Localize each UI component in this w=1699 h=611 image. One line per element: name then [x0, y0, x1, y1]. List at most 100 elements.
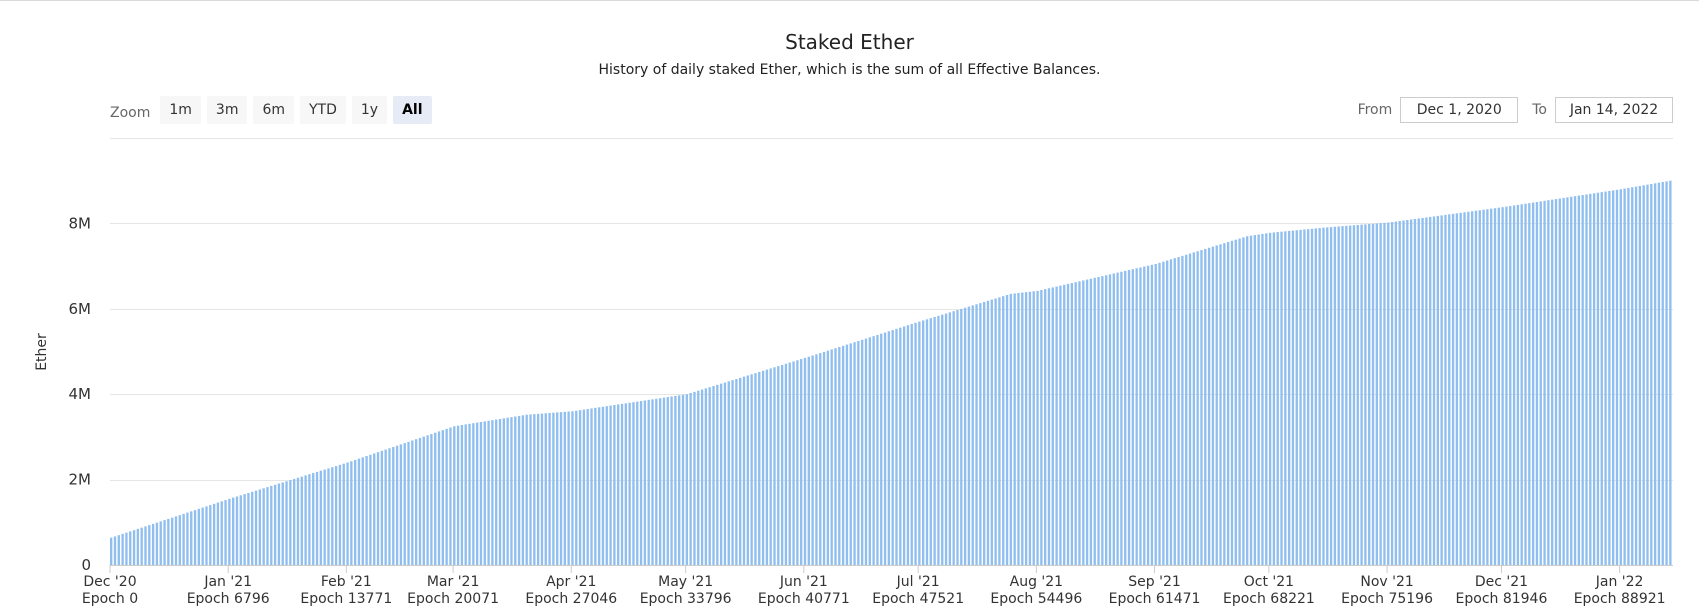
- daily-bar[interactable]: [628, 402, 631, 565]
- daily-bar[interactable]: [125, 532, 128, 565]
- daily-bar[interactable]: [491, 420, 494, 565]
- daily-bar[interactable]: [902, 326, 906, 565]
- daily-bar[interactable]: [998, 297, 1001, 565]
- daily-bar[interactable]: [1307, 229, 1310, 565]
- daily-bar[interactable]: [1368, 224, 1371, 566]
- daily-bar[interactable]: [266, 487, 269, 565]
- daily-bar[interactable]: [979, 303, 982, 565]
- daily-bar[interactable]: [380, 450, 384, 565]
- daily-bar[interactable]: [1314, 228, 1318, 565]
- daily-bar[interactable]: [1539, 201, 1542, 565]
- daily-bar[interactable]: [1505, 206, 1508, 565]
- daily-bar[interactable]: [780, 364, 784, 565]
- daily-bar[interactable]: [1413, 218, 1417, 565]
- daily-bar[interactable]: [376, 452, 380, 565]
- daily-bar[interactable]: [849, 343, 852, 565]
- daily-bar[interactable]: [506, 417, 509, 565]
- daily-bar[interactable]: [1333, 226, 1337, 565]
- daily-bar[interactable]: [140, 527, 143, 565]
- daily-bar[interactable]: [1093, 277, 1096, 565]
- daily-bar[interactable]: [1375, 223, 1379, 565]
- daily-bar[interactable]: [521, 415, 525, 565]
- daily-bar[interactable]: [1043, 289, 1047, 565]
- daily-bar[interactable]: [1478, 210, 1481, 565]
- daily-bar[interactable]: [254, 490, 258, 565]
- daily-bar[interactable]: [1592, 193, 1596, 566]
- daily-bar[interactable]: [110, 537, 113, 565]
- daily-bar[interactable]: [1360, 224, 1363, 565]
- daily-bar[interactable]: [1047, 288, 1051, 565]
- daily-bar[interactable]: [678, 395, 681, 565]
- daily-bar[interactable]: [1356, 224, 1359, 565]
- daily-bar[interactable]: [929, 318, 932, 565]
- daily-bar[interactable]: [289, 480, 292, 565]
- daily-bar[interactable]: [1528, 203, 1531, 565]
- daily-bar[interactable]: [514, 416, 517, 565]
- daily-bar[interactable]: [1146, 265, 1150, 565]
- daily-bar[interactable]: [1509, 206, 1512, 565]
- daily-bar[interactable]: [1108, 274, 1112, 565]
- daily-bar[interactable]: [841, 345, 845, 565]
- daily-bar[interactable]: [990, 299, 993, 565]
- daily-bar[interactable]: [1063, 284, 1066, 565]
- daily-bar[interactable]: [986, 300, 990, 565]
- daily-bar[interactable]: [872, 336, 875, 565]
- daily-bar[interactable]: [1131, 269, 1135, 565]
- daily-bar[interactable]: [1261, 233, 1264, 565]
- daily-bar[interactable]: [758, 371, 761, 565]
- daily-bar[interactable]: [369, 454, 372, 565]
- daily-bar[interactable]: [182, 513, 185, 565]
- daily-bar[interactable]: [578, 410, 582, 565]
- daily-bar[interactable]: [857, 340, 860, 565]
- zoom-6m-button[interactable]: 6m: [253, 96, 294, 124]
- daily-bar[interactable]: [1345, 225, 1348, 566]
- daily-bar[interactable]: [144, 526, 147, 565]
- daily-bar[interactable]: [1036, 290, 1039, 565]
- daily-bar[interactable]: [1303, 229, 1306, 566]
- daily-bar[interactable]: [1600, 192, 1603, 565]
- daily-bar[interactable]: [1021, 292, 1024, 565]
- daily-bar[interactable]: [1295, 230, 1298, 566]
- daily-bar[interactable]: [243, 494, 246, 565]
- daily-bar[interactable]: [742, 376, 746, 565]
- daily-bar[interactable]: [1181, 255, 1184, 565]
- daily-bar[interactable]: [525, 414, 528, 565]
- daily-bar[interactable]: [536, 413, 540, 565]
- daily-bar[interactable]: [712, 386, 715, 565]
- daily-bar[interactable]: [151, 523, 155, 565]
- daily-bar[interactable]: [906, 325, 910, 565]
- daily-bar[interactable]: [315, 471, 319, 565]
- daily-bar[interactable]: [697, 390, 700, 565]
- daily-bar[interactable]: [346, 462, 349, 565]
- daily-bar[interactable]: [155, 522, 159, 565]
- daily-bar[interactable]: [220, 501, 223, 565]
- daily-bar[interactable]: [319, 470, 323, 565]
- daily-bar[interactable]: [1463, 212, 1466, 566]
- daily-bar[interactable]: [350, 461, 353, 565]
- daily-bar[interactable]: [411, 440, 414, 565]
- daily-bar[interactable]: [1455, 213, 1459, 565]
- daily-bar[interactable]: [651, 399, 654, 565]
- daily-bar[interactable]: [1512, 205, 1516, 565]
- daily-bar[interactable]: [819, 353, 822, 565]
- daily-bar[interactable]: [1127, 270, 1131, 565]
- daily-bar[interactable]: [887, 331, 891, 565]
- daily-bar[interactable]: [594, 407, 597, 565]
- daily-bar[interactable]: [296, 477, 300, 565]
- daily-bar[interactable]: [1059, 285, 1062, 565]
- daily-bar[interactable]: [891, 330, 894, 565]
- daily-bar[interactable]: [868, 337, 871, 565]
- daily-bar[interactable]: [1562, 197, 1565, 566]
- daily-bar[interactable]: [441, 430, 445, 565]
- daily-bar[interactable]: [1615, 189, 1619, 565]
- daily-bar[interactable]: [1268, 232, 1272, 566]
- daily-bar[interactable]: [582, 409, 586, 565]
- daily-bar[interactable]: [769, 368, 772, 565]
- daily-bar[interactable]: [1570, 196, 1573, 565]
- daily-bar[interactable]: [941, 314, 944, 565]
- daily-bar[interactable]: [681, 394, 685, 565]
- daily-bar[interactable]: [1024, 292, 1028, 565]
- daily-bar[interactable]: [1482, 209, 1485, 566]
- daily-bar[interactable]: [880, 333, 883, 565]
- daily-bar[interactable]: [788, 362, 791, 565]
